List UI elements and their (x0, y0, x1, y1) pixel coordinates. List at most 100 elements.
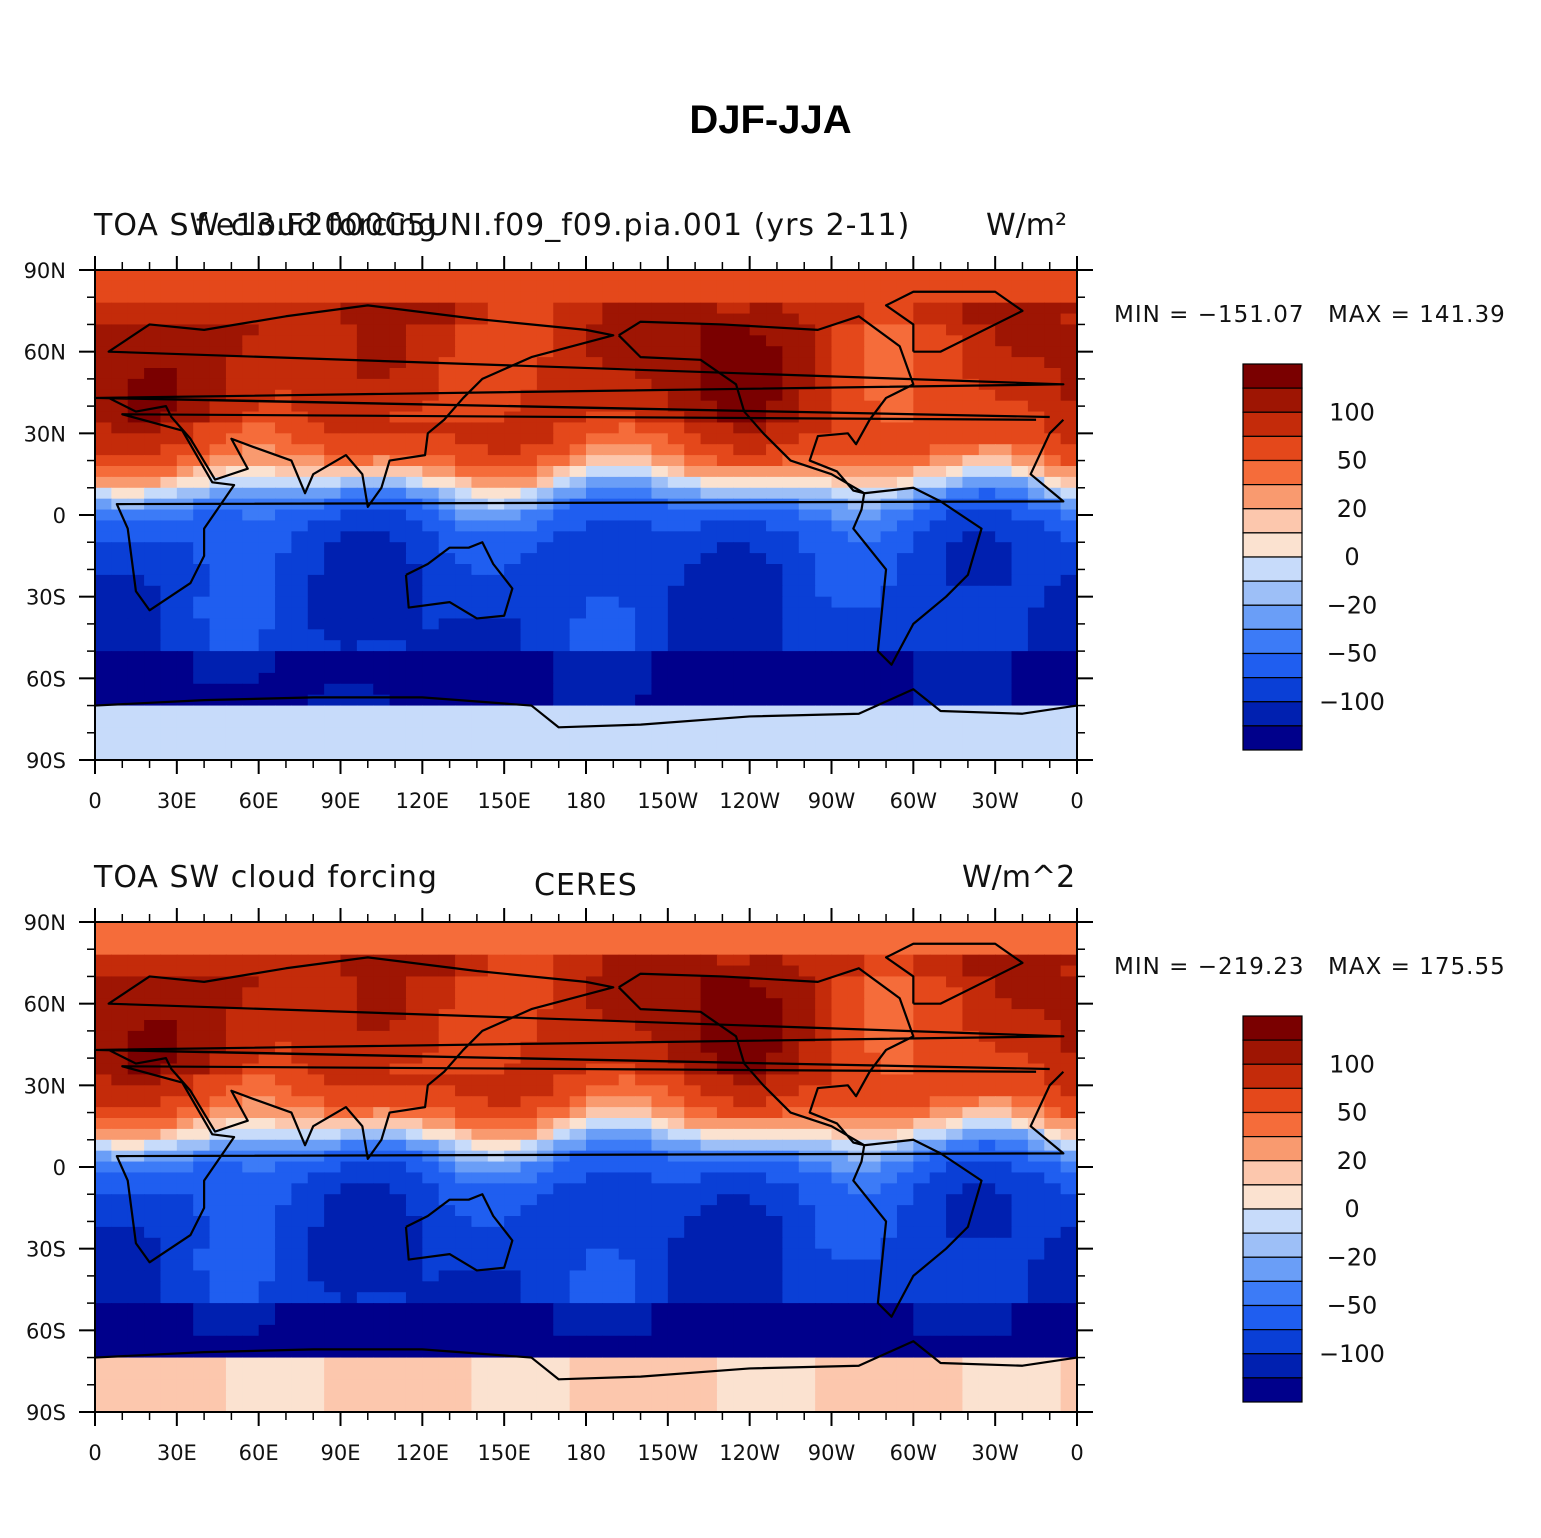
field-cell (209, 368, 227, 380)
field-cell (340, 378, 358, 391)
field-cell (471, 455, 489, 467)
field-cell (324, 1216, 342, 1228)
field-cell (373, 727, 391, 739)
field-cell (700, 1107, 718, 1119)
field-cell (782, 389, 800, 402)
field-cell (586, 662, 603, 674)
field-cell (487, 313, 505, 326)
field-cell (667, 1172, 685, 1184)
field-cell (766, 302, 783, 315)
field-cell (962, 520, 980, 532)
field-cell (880, 1107, 898, 1119)
field-cell (1027, 324, 1045, 336)
field-cell (258, 976, 276, 988)
field-cell (1027, 346, 1045, 358)
field-cell (1027, 1139, 1045, 1152)
field-cell (324, 1128, 342, 1141)
field-cell (586, 378, 603, 391)
field-cell (684, 727, 702, 739)
field-cell (422, 683, 440, 696)
field-cell (487, 965, 505, 978)
field-cell (405, 324, 423, 336)
field-cell (504, 705, 522, 718)
field-cell (356, 291, 374, 304)
field-cell (193, 564, 211, 576)
field-cell (356, 640, 374, 652)
field-cell (193, 1052, 211, 1065)
field-cell (455, 672, 473, 685)
field-cell (684, 1150, 702, 1163)
field-cell (504, 280, 522, 293)
field-cell (176, 987, 194, 999)
field-cell (864, 302, 882, 315)
field-cell (422, 520, 440, 532)
field-cell (569, 357, 587, 369)
field-cell (684, 542, 702, 554)
field-cell (291, 954, 309, 967)
field-cell (962, 324, 980, 336)
field-cell (1060, 1237, 1078, 1250)
field-cell (324, 607, 342, 620)
field-cell (651, 965, 669, 978)
field-cell (1044, 280, 1062, 293)
field-cell (847, 1248, 865, 1261)
field-cell (422, 954, 440, 967)
field-cell (995, 324, 1013, 336)
field-cell (389, 1118, 407, 1130)
field-cell (455, 585, 473, 598)
field-cell (520, 618, 538, 630)
field-cell (291, 455, 309, 467)
field-cell (324, 357, 342, 369)
field-cell (782, 553, 800, 565)
field-cell (144, 1096, 162, 1108)
field-cell (847, 509, 865, 522)
field-cell (766, 444, 783, 456)
field-cell (602, 640, 620, 652)
field-cell (586, 1150, 603, 1163)
field-cell (536, 716, 554, 728)
field-cell (487, 954, 505, 967)
field-cell (782, 998, 800, 1010)
field-cell (1060, 998, 1078, 1010)
field-cell (995, 1139, 1013, 1152)
field-cell (144, 444, 162, 456)
field-cell (978, 335, 996, 347)
field-cell (618, 1216, 636, 1228)
field-cell (324, 1270, 342, 1282)
field-cell (635, 1020, 653, 1032)
field-cell (242, 965, 260, 978)
field-cell (1011, 694, 1029, 707)
field-cell (373, 335, 391, 347)
field-cell (847, 411, 865, 424)
field-cell (438, 749, 456, 761)
field-cell (651, 932, 669, 945)
field-cell (651, 585, 669, 598)
field-cell (978, 1281, 996, 1293)
field-cell (847, 302, 865, 315)
field-cell (340, 574, 358, 587)
field-cell (618, 346, 636, 358)
field-cell (602, 1150, 620, 1163)
field-cell (405, 1041, 423, 1054)
field-cell (1011, 640, 1029, 652)
field-cell (667, 335, 685, 347)
field-cell (684, 716, 702, 728)
field-cell (815, 520, 833, 532)
field-cell (667, 607, 685, 620)
field-cell (225, 965, 243, 978)
field-cell (536, 455, 554, 467)
field-cell (422, 716, 440, 728)
field-cell (733, 270, 751, 282)
field-cell (553, 357, 571, 369)
field-cell (1044, 1085, 1062, 1097)
field-cell (520, 346, 538, 358)
field-cell (716, 335, 734, 347)
field-cell (962, 466, 980, 478)
field-cell (586, 455, 603, 467)
field-cell (438, 1118, 456, 1130)
field-cell (831, 651, 849, 663)
field-cell (144, 1237, 162, 1250)
field-cell (667, 629, 685, 641)
field-cell (766, 1074, 783, 1086)
field-cell (1011, 1281, 1029, 1293)
